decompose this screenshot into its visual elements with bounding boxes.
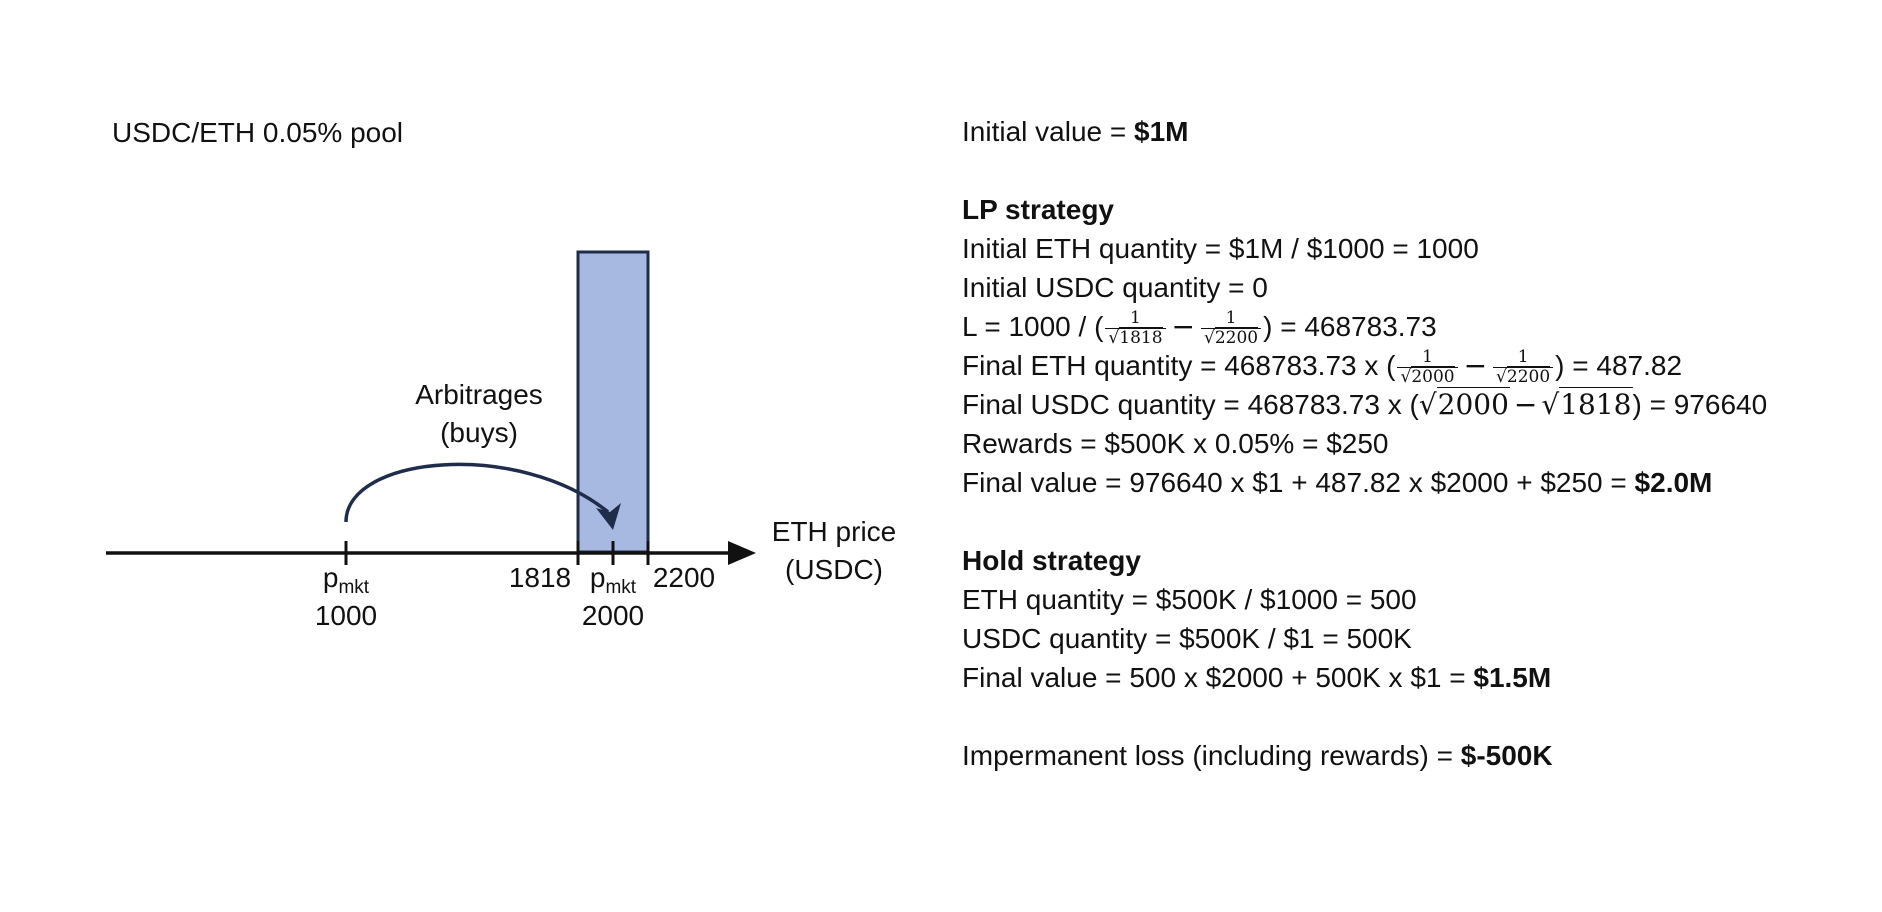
range-upper-label: 2200 bbox=[653, 562, 715, 593]
price-range-diagram: USDC/ETH 0.05% pool Arbitrages (buys) ET… bbox=[106, 117, 896, 631]
lp-final-value-amount: $2.0M bbox=[1634, 467, 1713, 498]
pmkt-end-value: 2000 bbox=[582, 600, 644, 631]
range-lower-label: 1818 bbox=[509, 562, 571, 593]
initial-value-amount: $1M bbox=[1134, 116, 1189, 147]
pmkt-start-value: 1000 bbox=[315, 600, 377, 631]
hold-usdc-qty: USDC quantity = $500K / $1 = 500K bbox=[962, 623, 1412, 654]
fraction-1-over-sqrt-1818: 1 √1818 bbox=[1105, 309, 1166, 349]
axis-label-line1: ETH price bbox=[772, 516, 896, 547]
axis-label-line2: (USDC) bbox=[785, 554, 883, 585]
hold-final-value: Final value = 500 x $2000 + 500K x $1 = … bbox=[962, 662, 1552, 693]
hold-strategy-heading: Hold strategy bbox=[962, 545, 1141, 576]
liquidity-range-bar bbox=[576, 250, 650, 554]
fraction-1-over-sqrt-2200: 1 √2200 bbox=[1200, 309, 1262, 349]
lp-strategy-heading: LP strategy bbox=[962, 194, 1114, 225]
arbitrage-label-line2: (buys) bbox=[440, 417, 518, 448]
initial-value-line: Initial value = $1M bbox=[962, 116, 1189, 147]
lp-final-eth-formula: Final ETH quantity = 468783.73 x (1 √2000… bbox=[962, 347, 1683, 388]
lp-initial-usdc: Initial USDC quantity = 0 bbox=[962, 272, 1268, 303]
lp-final-value: Final value = 976640 x $1 + 487.82 x $20… bbox=[962, 467, 1713, 498]
lp-initial-eth: Initial ETH quantity = $1M / $1000 = 100… bbox=[962, 233, 1479, 264]
lp-liquidity-formula: L = 1000 / (1 √1818−1 √2200) = 468783.73 bbox=[962, 308, 1437, 349]
hold-final-value-amount: $1.5M bbox=[1473, 662, 1552, 693]
fraction-1-over-sqrt-2200-b: 1 √2200 bbox=[1493, 348, 1554, 388]
fraction-1-over-sqrt-2000: 1 √2000 bbox=[1397, 348, 1458, 388]
sqrt-1818: √1818 bbox=[1541, 387, 1633, 421]
pmkt-start-label: pmkt bbox=[323, 562, 370, 598]
price-axis-arrowhead bbox=[728, 541, 756, 565]
hold-eth-qty: ETH quantity = $500K / $1000 = 500 bbox=[962, 584, 1417, 615]
lp-final-usdc-formula: Final USDC quantity = 468783.73 x (√2000… bbox=[962, 385, 1862, 424]
impermanent-loss-amount: $-500K bbox=[1460, 740, 1553, 771]
sqrt-2000: √2000 bbox=[1418, 387, 1510, 421]
lp-rewards: Rewards = $500K x 0.05% = $250 bbox=[962, 428, 1389, 459]
pmkt-end-label: pmkt bbox=[590, 562, 637, 598]
arbitrage-arrowhead bbox=[596, 503, 621, 530]
calculation-panel: Initial value = $1M LP strategy Initial … bbox=[962, 112, 1862, 775]
arbitrage-arrow bbox=[344, 462, 610, 523]
arbitrage-label-line1: Arbitrages bbox=[415, 379, 543, 410]
impermanent-loss: Impermanent loss (including rewards) = $… bbox=[962, 740, 1553, 771]
pool-title: USDC/ETH 0.05% pool bbox=[112, 117, 403, 148]
